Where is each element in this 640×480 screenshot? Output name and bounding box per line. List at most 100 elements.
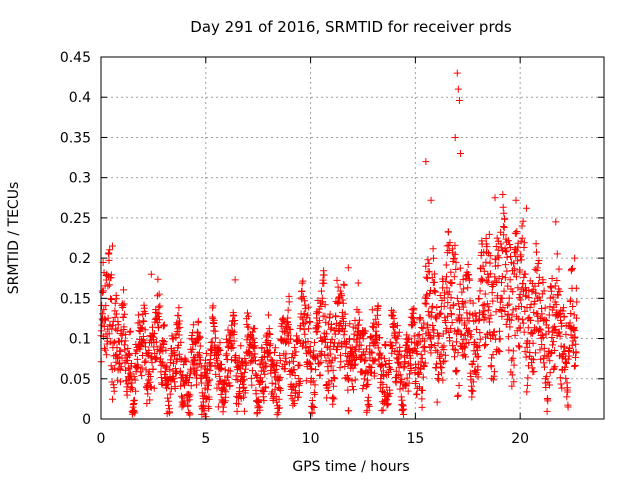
data-point: [216, 378, 224, 386]
data-point: [121, 346, 129, 354]
data-point: [481, 313, 489, 321]
data-point: [521, 307, 529, 315]
data-point: [308, 365, 316, 373]
data-point: [318, 348, 326, 356]
data-point: [473, 346, 481, 354]
data-point: [551, 363, 559, 371]
data-point: [156, 355, 164, 363]
data-point: [266, 340, 274, 348]
data-point: [232, 372, 240, 380]
data-point: [457, 330, 465, 338]
data-point: [500, 223, 508, 231]
data-point: [541, 316, 549, 324]
data-point: [296, 377, 304, 385]
data-point: [519, 319, 527, 327]
data-point: [112, 358, 120, 366]
data-point: [270, 367, 278, 375]
data-point: [408, 313, 416, 321]
data-point: [320, 279, 328, 287]
data-point: [258, 344, 266, 352]
data-point: [171, 384, 179, 392]
data-point: [421, 359, 429, 367]
data-point: [540, 344, 548, 352]
data-point: [99, 310, 107, 318]
data-point: [530, 367, 538, 375]
data-point: [266, 341, 274, 349]
data-point: [513, 257, 521, 265]
data-point: [166, 366, 174, 374]
data-point: [134, 311, 142, 319]
data-point: [496, 327, 504, 335]
data-point: [445, 328, 453, 336]
data-point: [496, 348, 504, 356]
data-point: [410, 319, 418, 327]
data-point: [505, 300, 513, 308]
data-point: [522, 204, 530, 212]
data-point: [145, 368, 153, 376]
data-point: [549, 341, 557, 349]
data-point: [547, 287, 555, 295]
data-point: [546, 369, 554, 377]
data-point: [110, 387, 118, 395]
data-point: [433, 360, 441, 368]
data-point: [295, 336, 303, 344]
data-point: [103, 351, 111, 359]
data-point: [440, 302, 448, 310]
data-point: [365, 402, 373, 410]
data-point: [141, 338, 149, 346]
data-point: [300, 310, 308, 318]
data-point: [210, 322, 218, 330]
data-point: [546, 357, 554, 365]
data-point: [452, 258, 460, 266]
data-point: [230, 311, 238, 319]
data-point: [492, 242, 500, 250]
data-point: [336, 364, 344, 372]
data-point: [569, 303, 577, 311]
data-point: [119, 301, 127, 309]
data-point: [387, 366, 395, 374]
data-point: [307, 365, 315, 373]
data-point: [126, 328, 134, 336]
data-point: [555, 328, 563, 336]
data-point: [279, 327, 287, 335]
data-point: [299, 277, 307, 285]
data-point: [110, 338, 118, 346]
data-point: [267, 356, 275, 364]
data-point: [250, 353, 258, 361]
data-point: [155, 316, 163, 324]
data-point: [474, 363, 482, 371]
data-point: [166, 409, 174, 417]
data-point: [571, 327, 579, 335]
data-point: [189, 360, 197, 368]
data-point: [570, 362, 578, 370]
data-point: [571, 254, 579, 262]
data-point: [344, 264, 352, 272]
data-point: [481, 290, 489, 298]
data-point: [507, 316, 515, 324]
data-point: [417, 358, 425, 366]
data-point: [432, 315, 440, 323]
data-point: [420, 319, 428, 327]
data-point: [321, 351, 329, 359]
data-point: [508, 382, 516, 390]
data-point: [478, 276, 486, 284]
data-point: [126, 351, 134, 359]
data-point: [284, 314, 292, 322]
data-point: [136, 368, 144, 376]
data-point: [351, 360, 359, 368]
data-point: [248, 381, 256, 389]
data-point: [505, 316, 513, 324]
data-point: [489, 351, 497, 359]
x-tick-label: 15: [406, 431, 424, 447]
data-point: [475, 294, 483, 302]
data-point: [422, 300, 430, 308]
data-point: [328, 335, 336, 343]
data-point: [409, 314, 417, 322]
data-point: [572, 349, 580, 357]
data-point: [475, 309, 483, 317]
data-point: [545, 311, 553, 319]
data-point: [260, 387, 268, 395]
data-point: [249, 328, 257, 336]
data-point: [184, 402, 192, 410]
data-point: [520, 273, 528, 281]
